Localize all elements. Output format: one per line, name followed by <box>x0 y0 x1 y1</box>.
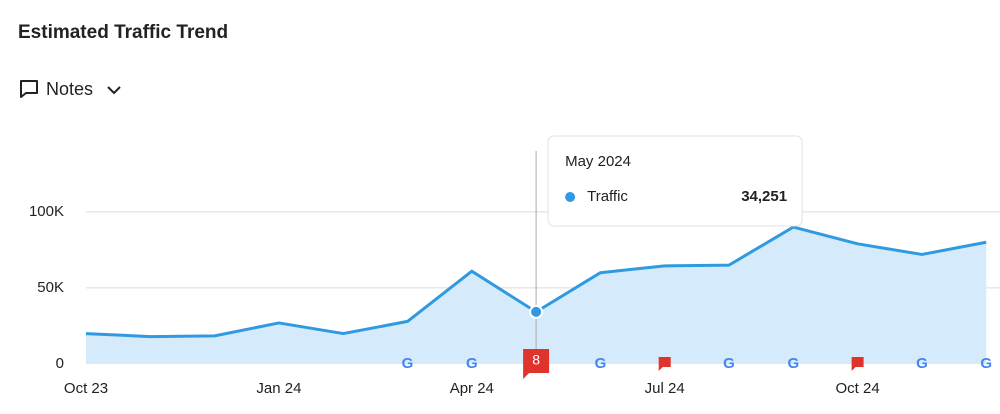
note-count: 8 <box>532 352 540 368</box>
x-tick-label: Jul 24 <box>645 380 685 397</box>
x-tick-label: Oct 23 <box>64 380 108 397</box>
notes-button[interactable]: Notes <box>20 79 121 99</box>
note-flag <box>523 349 550 379</box>
legend-label: Traffic <box>587 188 628 205</box>
area <box>86 227 987 364</box>
google-icon: G <box>466 355 478 372</box>
google-icon: G <box>595 355 607 372</box>
chart-title: Estimated Traffic Trend <box>18 22 228 43</box>
google-icon: G <box>980 355 992 372</box>
value-label: 34,251 <box>741 188 787 205</box>
google-icon: G <box>723 355 735 372</box>
x-tick-label: Apr 24 <box>450 380 494 397</box>
notes-label[interactable]: Notes <box>46 79 93 99</box>
tooltip-box <box>547 135 803 227</box>
google-icon: G <box>916 355 928 372</box>
google-icon: G <box>787 355 799 372</box>
tooltip-title: May 2024 <box>565 153 631 170</box>
y-tick-label: 50K <box>37 279 64 296</box>
legend-dot <box>565 192 576 202</box>
chevron <box>107 86 121 95</box>
tooltip: May 2024 Traffic 34,251 <box>547 135 803 227</box>
note-flag <box>658 357 671 371</box>
y-tick-label: 0 <box>56 355 64 372</box>
y-tick-label: 100K <box>29 203 64 220</box>
notes-icon <box>20 80 38 98</box>
note-flag <box>851 357 864 371</box>
google-icon: G <box>402 355 414 372</box>
x-tick-label: Jan 24 <box>256 380 301 397</box>
x-tick-label: Oct 24 <box>836 380 880 397</box>
point <box>529 304 544 319</box>
